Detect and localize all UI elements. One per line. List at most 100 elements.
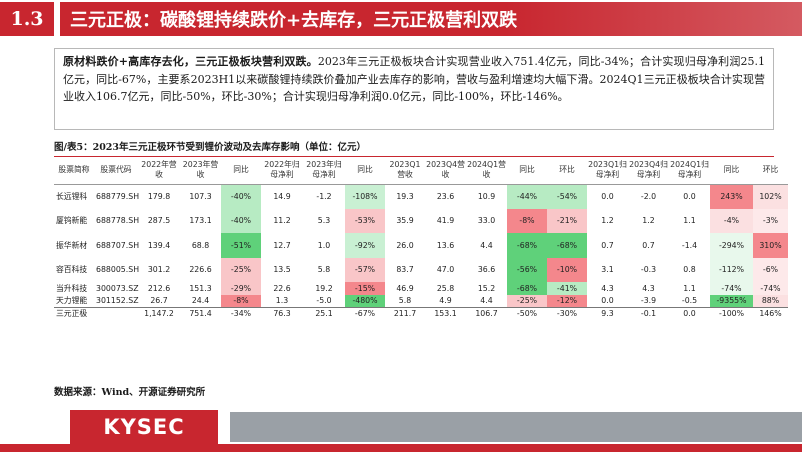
- table-cell: 0.0: [669, 306, 710, 319]
- summary-box: 原材料跌价+高库存去化，三元正极板块营利双跌。2023年三元正极板块合计实现营业…: [54, 48, 774, 130]
- section-number: 1.3: [0, 2, 54, 36]
- table-cell: 106.7: [466, 306, 507, 319]
- summary-body: 2023年三元正极板块合计实现营业收入751.4亿元，同比-34%；合计实现归母…: [63, 55, 765, 103]
- column-header: 环比: [559, 164, 575, 174]
- table-cell: 179.8: [147, 192, 171, 201]
- table-cell: 10.9: [477, 192, 496, 201]
- table-row: 容百科技 688005.SH 301.2 226.6 -25% 13.5 5.8 -57% 83…: [54, 257, 788, 282]
- stock-code-cell: 688778.SH: [96, 216, 140, 226]
- table-cell: 0.0: [601, 192, 614, 201]
- table-cell: 0.0: [601, 296, 614, 305]
- table-row: 当升科技 300073.SZ 212.6 151.3 -29% 22.6 19.2 -15% 4…: [54, 282, 788, 295]
- table-row: 天力锂能 301152.SZ 26.7 24.4 -8% 1.3 -5.0 -480% 5.8 4…: [54, 294, 788, 307]
- table-cell: 1.3: [275, 296, 289, 305]
- stock-code-cell: 688005.SH: [96, 265, 140, 275]
- column-header: 股票代码: [100, 164, 132, 174]
- table-cell: -51%: [221, 233, 261, 258]
- column-header: 2023年营收: [182, 159, 219, 179]
- table-cell: -56%: [507, 257, 547, 282]
- table-cell: -30%: [547, 306, 587, 319]
- table-cell: -8%: [221, 294, 261, 307]
- column-header: 2024Q1归母净利: [670, 159, 709, 179]
- table-cell: 35.9: [396, 216, 414, 226]
- table-cell: 243%: [710, 184, 753, 209]
- financial-table: 股票简称 股票代码 2022年营收 2023年营收 同比 2022年归母净利 2023年归母…: [54, 156, 788, 319]
- table-cell: 33.0: [477, 216, 496, 226]
- table-cell: 46.9: [396, 283, 414, 293]
- table-cell: 11.2: [273, 216, 291, 226]
- table-cell: -67%: [345, 306, 385, 319]
- table-cell: 36.6: [477, 265, 496, 275]
- table-cell: -25%: [507, 294, 547, 307]
- table-cell: 47.0: [436, 265, 455, 275]
- table-cell: -1.4: [681, 240, 698, 250]
- table-total-row: 三元正极 1,147.2 751.4 -34% 76.3 25.1 -67% 211.7 153…: [54, 306, 788, 319]
- column-header: 2023Q1归母净利: [588, 159, 627, 179]
- stock-code-cell: 301152.SZ: [96, 296, 139, 305]
- table-cell: 26.7: [150, 296, 168, 305]
- table-cell: -74%: [710, 282, 753, 295]
- table-cell: 41.9: [436, 216, 455, 226]
- table-cell: 4.3: [642, 283, 655, 293]
- table-row: 长远锂科 688779.SH 179.8 107.3 -40% 14.9 -1.2 -108%…: [54, 184, 788, 209]
- table-cell: -1.2: [316, 192, 332, 201]
- stock-code-cell: 688779.SH: [96, 192, 140, 201]
- table-cell: 4.9: [439, 296, 452, 305]
- table-cell: 0.7: [601, 240, 614, 250]
- table-cell: -0.3: [640, 265, 657, 275]
- table-cell: 25.8: [436, 283, 455, 293]
- table-cell: -9355%: [710, 294, 753, 307]
- table-cell: -74%: [753, 282, 788, 295]
- stock-name-cell: 当升科技: [56, 283, 88, 293]
- table-cell: 13.5: [273, 265, 291, 275]
- column-header: 2023Q4归母净利: [629, 159, 668, 179]
- stock-name-cell: 长远锂科: [56, 192, 88, 201]
- table-cell: 5.8: [398, 296, 412, 305]
- table-row: 厦钨新能 688778.SH 287.5 173.1 -40% 11.2 5.3 -53% 35…: [54, 208, 788, 233]
- stock-name-cell: 天力锂能: [56, 296, 88, 305]
- table-cell: 1.0: [317, 240, 331, 250]
- table-cell: -68%: [547, 233, 587, 258]
- column-header: 2022年营收: [141, 159, 177, 179]
- table-cell: 23.6: [436, 192, 455, 201]
- table-cell: 1,147.2: [138, 306, 180, 319]
- table-cell: 4.4: [480, 240, 493, 250]
- table-cell: -40%: [221, 184, 261, 209]
- table-cell: 68.8: [191, 240, 210, 250]
- stock-name-cell: 振华新材: [56, 240, 88, 250]
- table-cell: -10%: [547, 257, 587, 282]
- table-cell: 212.6: [147, 283, 171, 293]
- table-cell: 146%: [753, 306, 788, 319]
- table-cell: -294%: [710, 233, 753, 258]
- table-cell: -21%: [547, 208, 587, 233]
- table-cell: -53%: [345, 208, 385, 233]
- table-cell: 1.2: [601, 216, 614, 226]
- table-cell: -34%: [221, 306, 261, 319]
- column-header: 同比: [723, 164, 740, 174]
- table-cell: 88%: [753, 294, 788, 307]
- table-header-row: 股票简称 股票代码 2022年营收 2023年营收 同比 2022年归母净利 2023年归母…: [54, 156, 788, 184]
- table-cell: -100%: [710, 306, 753, 319]
- table-cell: -57%: [345, 257, 385, 282]
- stock-code-cell: [94, 306, 138, 319]
- table-cell: -12%: [547, 294, 587, 307]
- stock-code-cell: 688707.SH: [96, 240, 140, 250]
- table-cell: 1.2: [642, 216, 655, 226]
- column-header: 同比: [357, 164, 373, 174]
- table-cell: -3.9: [640, 296, 657, 305]
- table-cell: 1.1: [683, 283, 696, 293]
- table-row: 振华新材 688707.SH 139.4 68.8 -51% 12.7 1.0 -92% 26.…: [54, 233, 788, 258]
- table-cell: 0.0: [683, 192, 696, 201]
- table-cell: 153.1: [425, 306, 466, 319]
- table-cell: -68%: [507, 233, 547, 258]
- table-cell: -29%: [221, 282, 261, 295]
- table-cell: -41%: [547, 282, 587, 295]
- table-cell: 226.6: [189, 265, 212, 275]
- table-cell: 12.7: [273, 240, 291, 250]
- table-cell: 76.3: [261, 306, 303, 319]
- table-cell: 5.8: [317, 265, 331, 275]
- table-cell: -108%: [345, 184, 385, 209]
- summary-lead: 原材料跌价+高库存去化，三元正极板块营利双跌。: [63, 55, 318, 68]
- table-cell: 13.6: [436, 240, 455, 250]
- table-cell: 4.4: [480, 296, 493, 305]
